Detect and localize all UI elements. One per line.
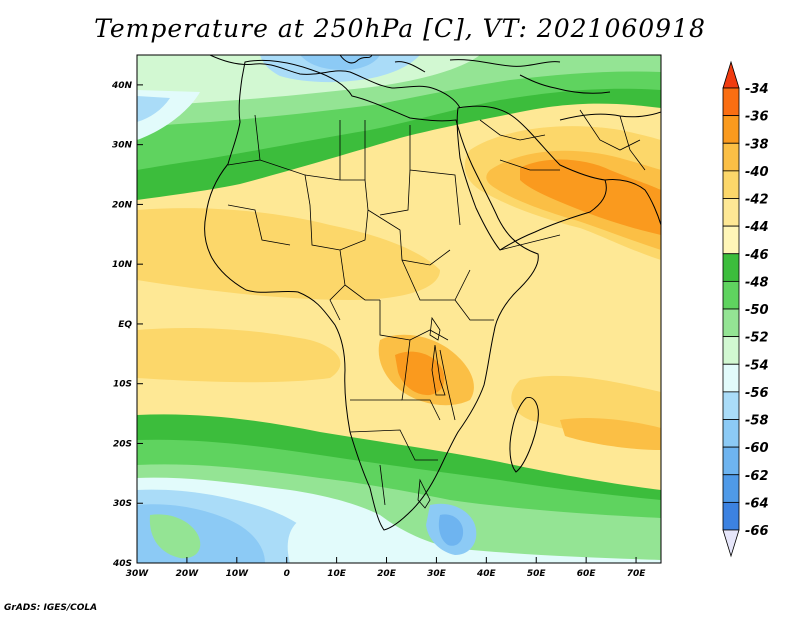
x-tick-label: 10W [226,569,250,579]
colorbar-swatch [722,170,740,199]
map-title: Temperature at 250hPa [C], VT: 202106091… [94,14,706,43]
y-tick-label: 30S [113,499,132,509]
y-tick-label: 30N [112,141,133,151]
x-tick-label: 10E [327,569,347,579]
map-frame [136,54,662,564]
colorbar-label: -54 [745,358,769,373]
colorbar-label: -62 [745,469,769,484]
colorbar-label: -36 [745,110,769,125]
colorbar-label: -60 [745,441,769,456]
colorbar-swatch [722,419,740,448]
x-tick-label: 0 [284,569,290,579]
colorbar-label: -48 [745,275,769,290]
y-tick-label: 10N [112,260,133,270]
colorbar: -34 -36 -38 -40 -42 -44 -46 -48 -50 -52 -54 -56 -58 -… [722,60,769,558]
colorbar-label: -44 [745,220,769,235]
x-tick-label: 60E [577,569,597,579]
country-borders [227,109,646,509]
colorbar-swatch [722,115,740,144]
y-tick-label: 40S [112,559,132,569]
colorbar-swatch [722,225,740,255]
colorbar-label: -58 [745,414,769,429]
y-tick-label: 10S [113,380,132,390]
colorbar-label: -40 [745,165,769,180]
colorbar-label: -66 [745,524,769,539]
x-tick-label: 40E [476,569,497,579]
colorbar-swatch [722,280,740,310]
colorbar-label: -64 [745,496,769,511]
colorbar-swatch [722,474,740,503]
colorbar-swatch [722,198,740,227]
colorbar-swatch [722,87,740,117]
colorbar-label: -46 [745,248,769,263]
x-axis: 30W 20W 10W 0 10E 20E 30E 40E 50E 60E 70E [126,557,646,579]
x-tick-label: 30W [126,569,150,579]
colorbar-label: -42 [745,193,769,208]
temperature-field [137,55,661,563]
colorbar-min-triangle [722,529,740,558]
y-axis: 40N 30N 20N 10N EQ 10S 20S 30S 40S [111,81,143,569]
colorbar-label: -34 [745,82,769,97]
y-tick-label: 20N [112,200,133,210]
colorbar-swatch [722,391,740,420]
colorbar-label: -38 [745,137,769,152]
colorbar-swatch [722,501,740,531]
coastlines [204,55,661,531]
x-tick-label: 70E [627,569,647,579]
colorbar-label: -52 [745,331,769,346]
colorbar-swatch [722,142,740,172]
x-tick-label: 20E [377,569,397,579]
y-tick-label: 20S [113,439,132,449]
y-tick-label: EQ [118,320,132,330]
x-tick-label: 50E [527,569,547,579]
colorbar-label: -50 [745,303,769,318]
colorbar-swatch [722,363,740,393]
colorbar-max-triangle [722,60,740,89]
x-tick-label: 20W [176,569,200,579]
x-tick-label: 30E [427,569,447,579]
colorbar-swatch [722,336,740,365]
colorbar-label: -56 [745,386,769,401]
y-tick-label: 40N [111,81,133,91]
colorbar-swatch [722,308,740,338]
colorbar-swatch [722,446,740,476]
credit-text: GrADS: IGES/COLA [4,603,98,613]
colorbar-swatch [722,253,740,282]
